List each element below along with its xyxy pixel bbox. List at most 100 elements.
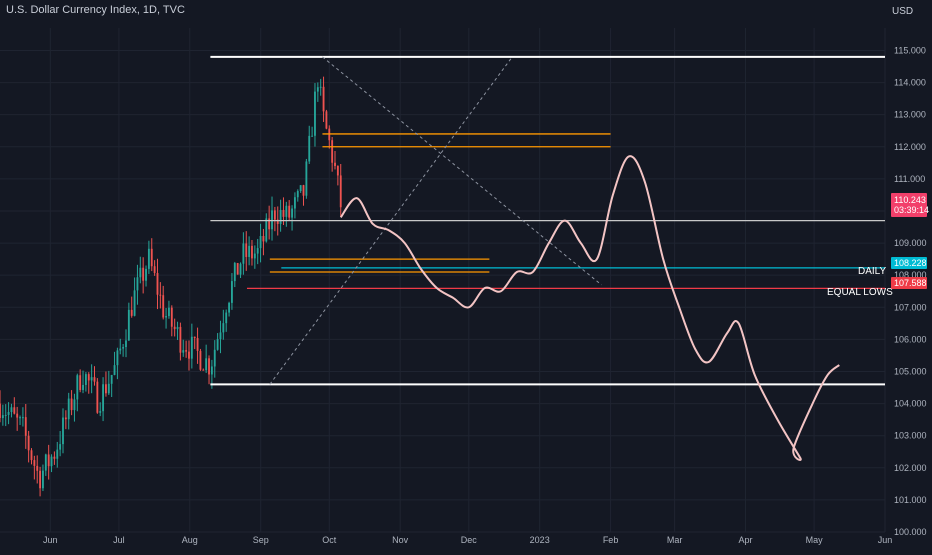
- candle-body: [285, 205, 288, 217]
- candle-body: [256, 248, 259, 254]
- candle-body: [308, 135, 311, 162]
- candle-body: [44, 454, 47, 471]
- candle-body: [119, 348, 122, 351]
- candle-body: [319, 86, 322, 88]
- candle-body: [70, 398, 73, 411]
- candle-body: [162, 295, 165, 318]
- candle-body: [50, 456, 53, 467]
- candle-body: [145, 268, 147, 281]
- candle-body: [302, 185, 305, 196]
- candle-body: [62, 417, 64, 445]
- y-tick-label: 104.000: [894, 399, 927, 409]
- candle-body: [165, 316, 168, 318]
- candle-body: [168, 307, 170, 317]
- candle-body: [147, 248, 150, 269]
- daily-price-tag: 108.228: [891, 257, 927, 269]
- candle-body: [288, 205, 291, 218]
- candle-body: [130, 309, 133, 316]
- candle-body: [190, 336, 193, 359]
- candle-body: [102, 384, 105, 412]
- candle-body: [222, 323, 225, 333]
- candle-body: [314, 91, 316, 136]
- candle-body: [305, 161, 308, 196]
- y-tick-label: 115.000: [894, 45, 926, 55]
- currency-label: USD: [892, 6, 914, 17]
- candle-body: [265, 218, 268, 242]
- candle-body: [296, 191, 299, 198]
- y-tick-label: 100.000: [894, 527, 927, 537]
- candle-body: [64, 417, 67, 420]
- x-tick-label: Apr: [738, 535, 752, 545]
- candle-body: [79, 375, 82, 390]
- y-tick-label: 103.000: [894, 431, 927, 441]
- x-tick-label: Sep: [253, 535, 269, 545]
- candle-body: [42, 470, 44, 489]
- diagonal-lines: [269, 56, 602, 385]
- candle-body: [7, 412, 10, 415]
- candle-body: [276, 219, 279, 224]
- candle-body: [53, 456, 56, 459]
- level-lines: [210, 55, 885, 386]
- candle-body: [196, 338, 199, 351]
- current-price-tag: 110.243 03:39:14: [891, 193, 929, 217]
- equal-lows-price-tag-bg: [891, 277, 927, 289]
- candle-body: [230, 281, 233, 303]
- current-price-text: 110.243: [894, 195, 926, 205]
- x-axis[interactable]: Jun Jul Aug Sep Oct Nov Dec 2023 Feb Mar Apr May Jun: [43, 535, 892, 545]
- candle-body: [30, 450, 33, 461]
- candle-body: [27, 435, 30, 451]
- candle-body: [299, 185, 302, 192]
- candle-body: [271, 210, 273, 230]
- candle-body: [127, 309, 130, 341]
- x-tick-label: Jun: [43, 535, 58, 545]
- x-tick-label: Jun: [878, 535, 893, 545]
- x-tick-label: Feb: [603, 535, 619, 545]
- candle-body: [170, 307, 173, 327]
- candle-body: [236, 263, 239, 275]
- candle-body: [182, 350, 185, 353]
- candle-body: [156, 273, 159, 295]
- candle-body: [210, 366, 213, 375]
- candle-body: [4, 414, 7, 416]
- candle-body: [39, 470, 42, 489]
- y-tick-label: 114.000: [894, 78, 926, 88]
- diag-down: [322, 56, 602, 286]
- candle-body: [16, 413, 19, 418]
- y-tick-label: 102.000: [894, 463, 927, 473]
- candle-body: [56, 449, 59, 459]
- candle-body: [225, 312, 228, 324]
- x-tick-label: Nov: [392, 535, 409, 545]
- candle-body: [76, 375, 79, 400]
- candle-body: [36, 465, 39, 471]
- candle-body: [139, 267, 142, 278]
- candle-body: [93, 377, 96, 382]
- candle-body: [110, 374, 113, 384]
- candle-body: [336, 165, 339, 176]
- y-axis[interactable]: 115.000114.000113.000112.000111.000110.0…: [894, 45, 927, 537]
- candle-body: [10, 407, 13, 413]
- x-tick-label: Jul: [113, 535, 125, 545]
- candle-body: [122, 347, 125, 349]
- candle-body: [173, 326, 176, 330]
- x-tick-label: Mar: [667, 535, 683, 545]
- candle-body: [188, 351, 190, 359]
- y-tick-label: 112.000: [894, 142, 926, 152]
- candle-body: [213, 349, 216, 367]
- candle-body: [107, 383, 110, 394]
- candle-body: [82, 384, 84, 390]
- candle-body: [245, 243, 248, 257]
- candle-body: [216, 339, 219, 350]
- candle-body: [205, 358, 208, 371]
- y-tick-label: 113.000: [894, 110, 926, 120]
- y-tick-label: 109.000: [894, 238, 927, 248]
- candle-body: [24, 417, 27, 436]
- y-tick-label: 111.000: [894, 174, 925, 184]
- candle-body: [133, 290, 136, 316]
- equal-lows-annotation: EQUAL LOWS: [827, 287, 893, 298]
- candle-body: [136, 277, 139, 291]
- candle-body: [0, 403, 1, 419]
- candle-body: [176, 326, 179, 330]
- x-tick-label: 2023: [530, 535, 550, 545]
